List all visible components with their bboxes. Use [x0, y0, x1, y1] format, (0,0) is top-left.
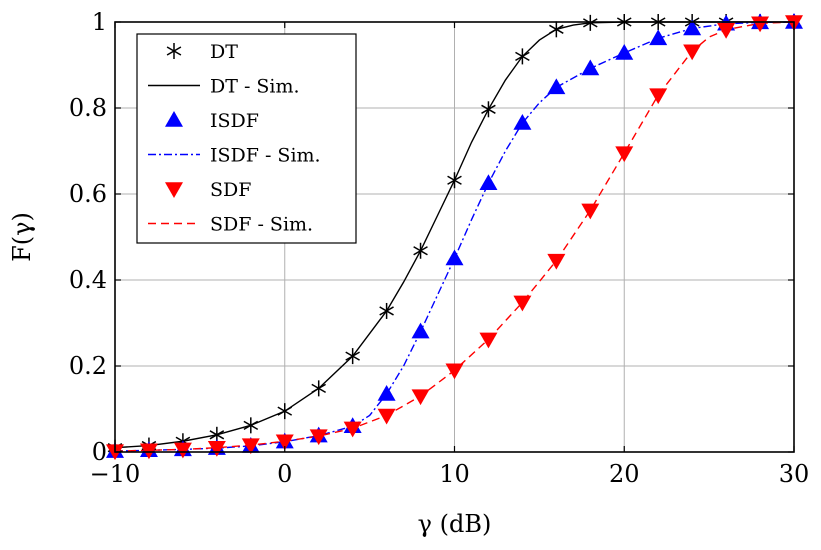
data-point — [411, 389, 430, 406]
data-point — [311, 380, 327, 397]
legend-label: SDF — [210, 179, 251, 201]
data-point — [515, 48, 530, 65]
data-point — [479, 332, 498, 349]
x-tick-label: 10 — [439, 460, 470, 488]
x-tick-label: 20 — [609, 460, 640, 488]
data-point — [513, 114, 532, 130]
data-point — [549, 21, 564, 38]
legend-label: ISDF — [210, 110, 259, 132]
legend-label: ISDF - Sim. — [210, 145, 321, 167]
data-point — [481, 101, 496, 118]
legend-label: DT — [210, 41, 238, 63]
legend-marker — [165, 182, 183, 198]
data-point — [275, 434, 294, 451]
y-tick-label: 0.8 — [69, 94, 107, 122]
data-point — [683, 44, 702, 61]
data-point — [649, 29, 668, 46]
data-point — [547, 78, 566, 95]
data-point — [479, 174, 498, 190]
y-tick-label: 0 — [92, 438, 107, 466]
data-point — [547, 253, 566, 270]
data-point — [345, 348, 360, 365]
legend-label: SDF - Sim. — [210, 214, 313, 236]
x-tick-label: 30 — [779, 460, 810, 488]
data-point — [447, 172, 462, 189]
data-point — [582, 14, 598, 31]
data-point — [277, 403, 293, 420]
data-point — [207, 440, 226, 457]
data-point — [581, 203, 600, 220]
legend: DT DT - Sim. ISDF ISDF - Sim. SDF SDF - Sim. — [136, 33, 357, 244]
x-tick-label: −10 — [90, 460, 141, 488]
data-point — [717, 22, 736, 39]
data-point — [173, 442, 192, 459]
data-point — [379, 302, 394, 319]
data-point — [445, 249, 464, 266]
legend-marker — [165, 111, 183, 127]
y-axis-label: F(γ) — [8, 212, 36, 262]
data-point — [343, 421, 362, 438]
y-tick-label: 0.4 — [69, 266, 107, 294]
legend-marker — [166, 43, 182, 59]
data-point — [581, 59, 600, 76]
data-point — [241, 438, 260, 455]
data-point — [377, 408, 396, 425]
data-point — [243, 417, 259, 434]
data-point — [377, 384, 396, 401]
data-point — [445, 363, 464, 380]
data-point — [413, 242, 428, 259]
data-point — [309, 429, 328, 446]
legend-label: DT - Sim. — [210, 76, 300, 98]
data-point — [615, 43, 634, 60]
data-point — [649, 88, 668, 105]
data-point — [411, 322, 430, 339]
y-tick-label: 0.6 — [69, 180, 107, 208]
data-point — [683, 19, 702, 36]
y-tick-label: 0.2 — [69, 352, 107, 380]
data-point — [751, 16, 770, 33]
x-axis-label: γ (dB) — [418, 510, 492, 538]
legend-box — [136, 33, 357, 244]
series-line-sdf-sim- — [114, 21, 795, 452]
data-point — [615, 146, 634, 163]
x-tick-label: 0 — [277, 460, 292, 488]
y-tick-label: 1 — [92, 8, 107, 36]
data-point — [513, 295, 532, 312]
